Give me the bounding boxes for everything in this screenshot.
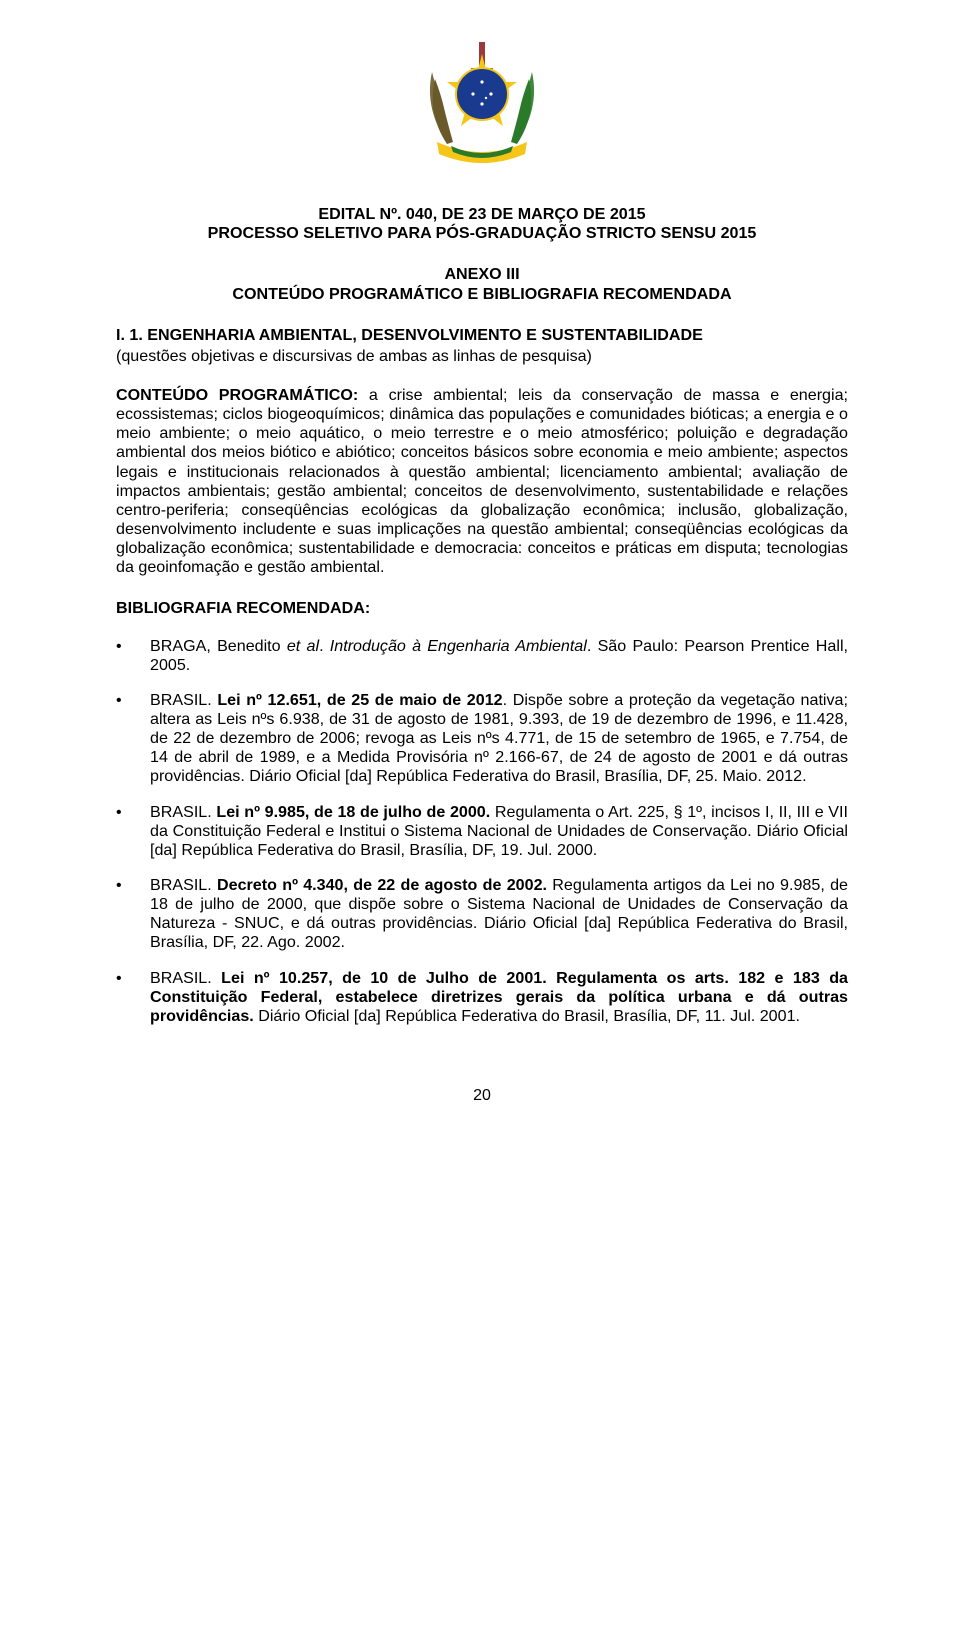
bib-text: BRASIL. xyxy=(150,876,217,894)
section-subnote: (questões objetivas e discursivas de amb… xyxy=(116,347,848,366)
content-label: CONTEÚDO PROGRAMÁTICO: xyxy=(116,386,358,404)
bib-text: BRASIL. xyxy=(150,691,217,709)
bib-bold: Decreto nº 4.340, de 22 de agosto de 200… xyxy=(217,876,547,894)
list-item: BRASIL. Lei nº 12.651, de 25 de maio de … xyxy=(116,691,848,787)
annex-title: CONTEÚDO PROGRAMÁTICO E BIBLIOGRAFIA REC… xyxy=(116,285,848,304)
list-item: BRAGA, Benedito et al. Introdução à Enge… xyxy=(116,637,848,675)
bib-text: BRAGA, Benedito xyxy=(150,637,287,655)
bib-bold: Lei nº 9.985, de 18 de julho de 2000. xyxy=(216,803,490,821)
programmatic-content: CONTEÚDO PROGRAMÁTICO: a crise ambiental… xyxy=(116,386,848,577)
edital-header: EDITAL Nº. 040, DE 23 DE MARÇO DE 2015 P… xyxy=(116,205,848,243)
brazil-coat-of-arms-icon xyxy=(407,24,557,174)
bibliography-heading: BIBLIOGRAFIA RECOMENDADA: xyxy=(116,599,848,618)
edital-number-line: EDITAL Nº. 040, DE 23 DE MARÇO DE 2015 xyxy=(116,205,848,224)
bib-text: BRASIL. xyxy=(150,803,216,821)
bib-text: . xyxy=(319,637,330,655)
annex-header: ANEXO III CONTEÚDO PROGRAMÁTICO E BIBLIO… xyxy=(116,265,848,303)
page-number: 20 xyxy=(116,1086,848,1105)
document-page: EDITAL Nº. 040, DE 23 DE MARÇO DE 2015 P… xyxy=(0,0,960,1141)
bib-italic: Introdução à Engenharia Ambiental xyxy=(330,637,587,655)
annex-number: ANEXO III xyxy=(116,265,848,284)
content-text: a crise ambiental; leis da conservação d… xyxy=(116,386,848,576)
bibliography-list: BRAGA, Benedito et al. Introdução à Enge… xyxy=(116,637,848,1026)
section-title: I. 1. ENGENHARIA AMBIENTAL, DESENVOLVIME… xyxy=(116,326,848,345)
list-item: BRASIL. Decreto nº 4.340, de 22 de agost… xyxy=(116,876,848,953)
list-item: BRASIL. Lei nº 10.257, de 10 de Julho de… xyxy=(116,969,848,1026)
bib-bold: Lei nº 12.651, de 25 de maio de 2012 xyxy=(217,691,502,709)
emblem-container xyxy=(116,24,848,179)
bib-text: Diário Oficial [da] República Federativa… xyxy=(254,1007,800,1025)
edital-process-line: PROCESSO SELETIVO PARA PÓS-GRADUAÇÃO STR… xyxy=(116,224,848,243)
bib-text: BRASIL. xyxy=(150,969,221,987)
bib-italic: et al xyxy=(287,637,319,655)
list-item: BRASIL. Lei nº 9.985, de 18 de julho de … xyxy=(116,803,848,860)
